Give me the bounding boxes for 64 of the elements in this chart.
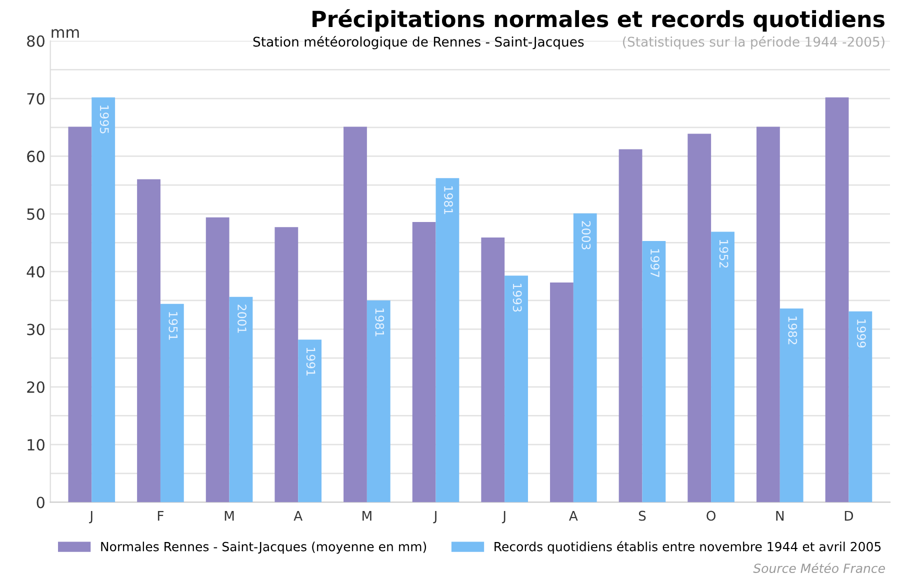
bar <box>642 240 666 502</box>
annotation: 2003 <box>582 221 591 250</box>
bar <box>206 217 230 502</box>
x-tick-label: J <box>433 510 436 524</box>
bar <box>550 282 574 502</box>
y-tick-label: 70 <box>27 93 44 105</box>
x-tick-label: S <box>638 510 646 521</box>
annotation: 1982 <box>788 316 798 344</box>
annotation: 1997 <box>650 249 660 277</box>
x-tick-label: M <box>224 510 234 521</box>
y-axis-title: mm <box>52 29 79 38</box>
y-tick-label: 40 <box>26 266 44 278</box>
y-tick-label: 30 <box>27 324 44 336</box>
y-tick-label: 10 <box>28 439 44 451</box>
y-tick-label: 60 <box>27 150 44 162</box>
annotation: 1999 <box>856 320 866 348</box>
annotation: (Statistiques sur la période 1944 -2005) <box>622 36 884 50</box>
x-tick-label: D <box>844 510 854 521</box>
bar <box>481 238 505 502</box>
annotation: 1981 <box>375 308 384 336</box>
bar <box>412 222 436 502</box>
bar <box>298 340 322 502</box>
bar <box>344 126 367 502</box>
bar <box>848 311 872 502</box>
annotation: 1993 <box>512 284 522 312</box>
bar <box>688 134 712 502</box>
bar <box>825 97 849 502</box>
annotation: 1995 <box>100 106 109 134</box>
bar <box>573 213 597 502</box>
bar <box>274 227 298 502</box>
bar <box>137 179 160 502</box>
bar <box>366 300 390 502</box>
bar <box>160 304 184 502</box>
x-tick-label: M <box>362 510 372 521</box>
legend-label: Normales Rennes - Saint-Jacques (moyenne en mm) <box>101 542 426 554</box>
chart-title: Précipitations normales et records quotidiens <box>312 9 884 32</box>
bar <box>504 276 528 502</box>
x-tick-label: F <box>158 510 164 521</box>
x-tick-label: O <box>706 510 716 521</box>
source-note: Source Météo France <box>753 562 885 574</box>
annotation: 1981 <box>444 186 453 214</box>
annotation: 1952 <box>719 240 728 268</box>
y-tick-label: 80 <box>27 35 44 47</box>
bar <box>68 126 92 502</box>
bar <box>756 126 780 502</box>
legend-label: Records quotidiens établis entre novembre 1944 et avril 2005 <box>494 541 881 554</box>
annotation: 1951 <box>168 312 178 340</box>
bar <box>92 97 116 502</box>
bar <box>711 232 734 502</box>
x-tick-label: A <box>294 510 303 521</box>
x-tick-label: A <box>569 510 578 521</box>
y-tick-label: 0 <box>36 496 44 508</box>
bar <box>780 308 804 502</box>
x-tick-label: J <box>89 510 92 524</box>
chart-subtitle: Station météorologique de Rennes - Saint-Jacques <box>253 36 584 50</box>
annotation: 1991 <box>306 348 316 376</box>
bar <box>618 149 642 502</box>
x-tick-label: N <box>776 510 784 521</box>
annotation: 2001 <box>238 304 246 333</box>
x-tick-label: J <box>502 510 506 524</box>
bar <box>436 178 460 502</box>
bar <box>229 296 253 502</box>
y-tick-label: 20 <box>27 381 44 393</box>
y-tick-label: 50 <box>27 208 44 220</box>
